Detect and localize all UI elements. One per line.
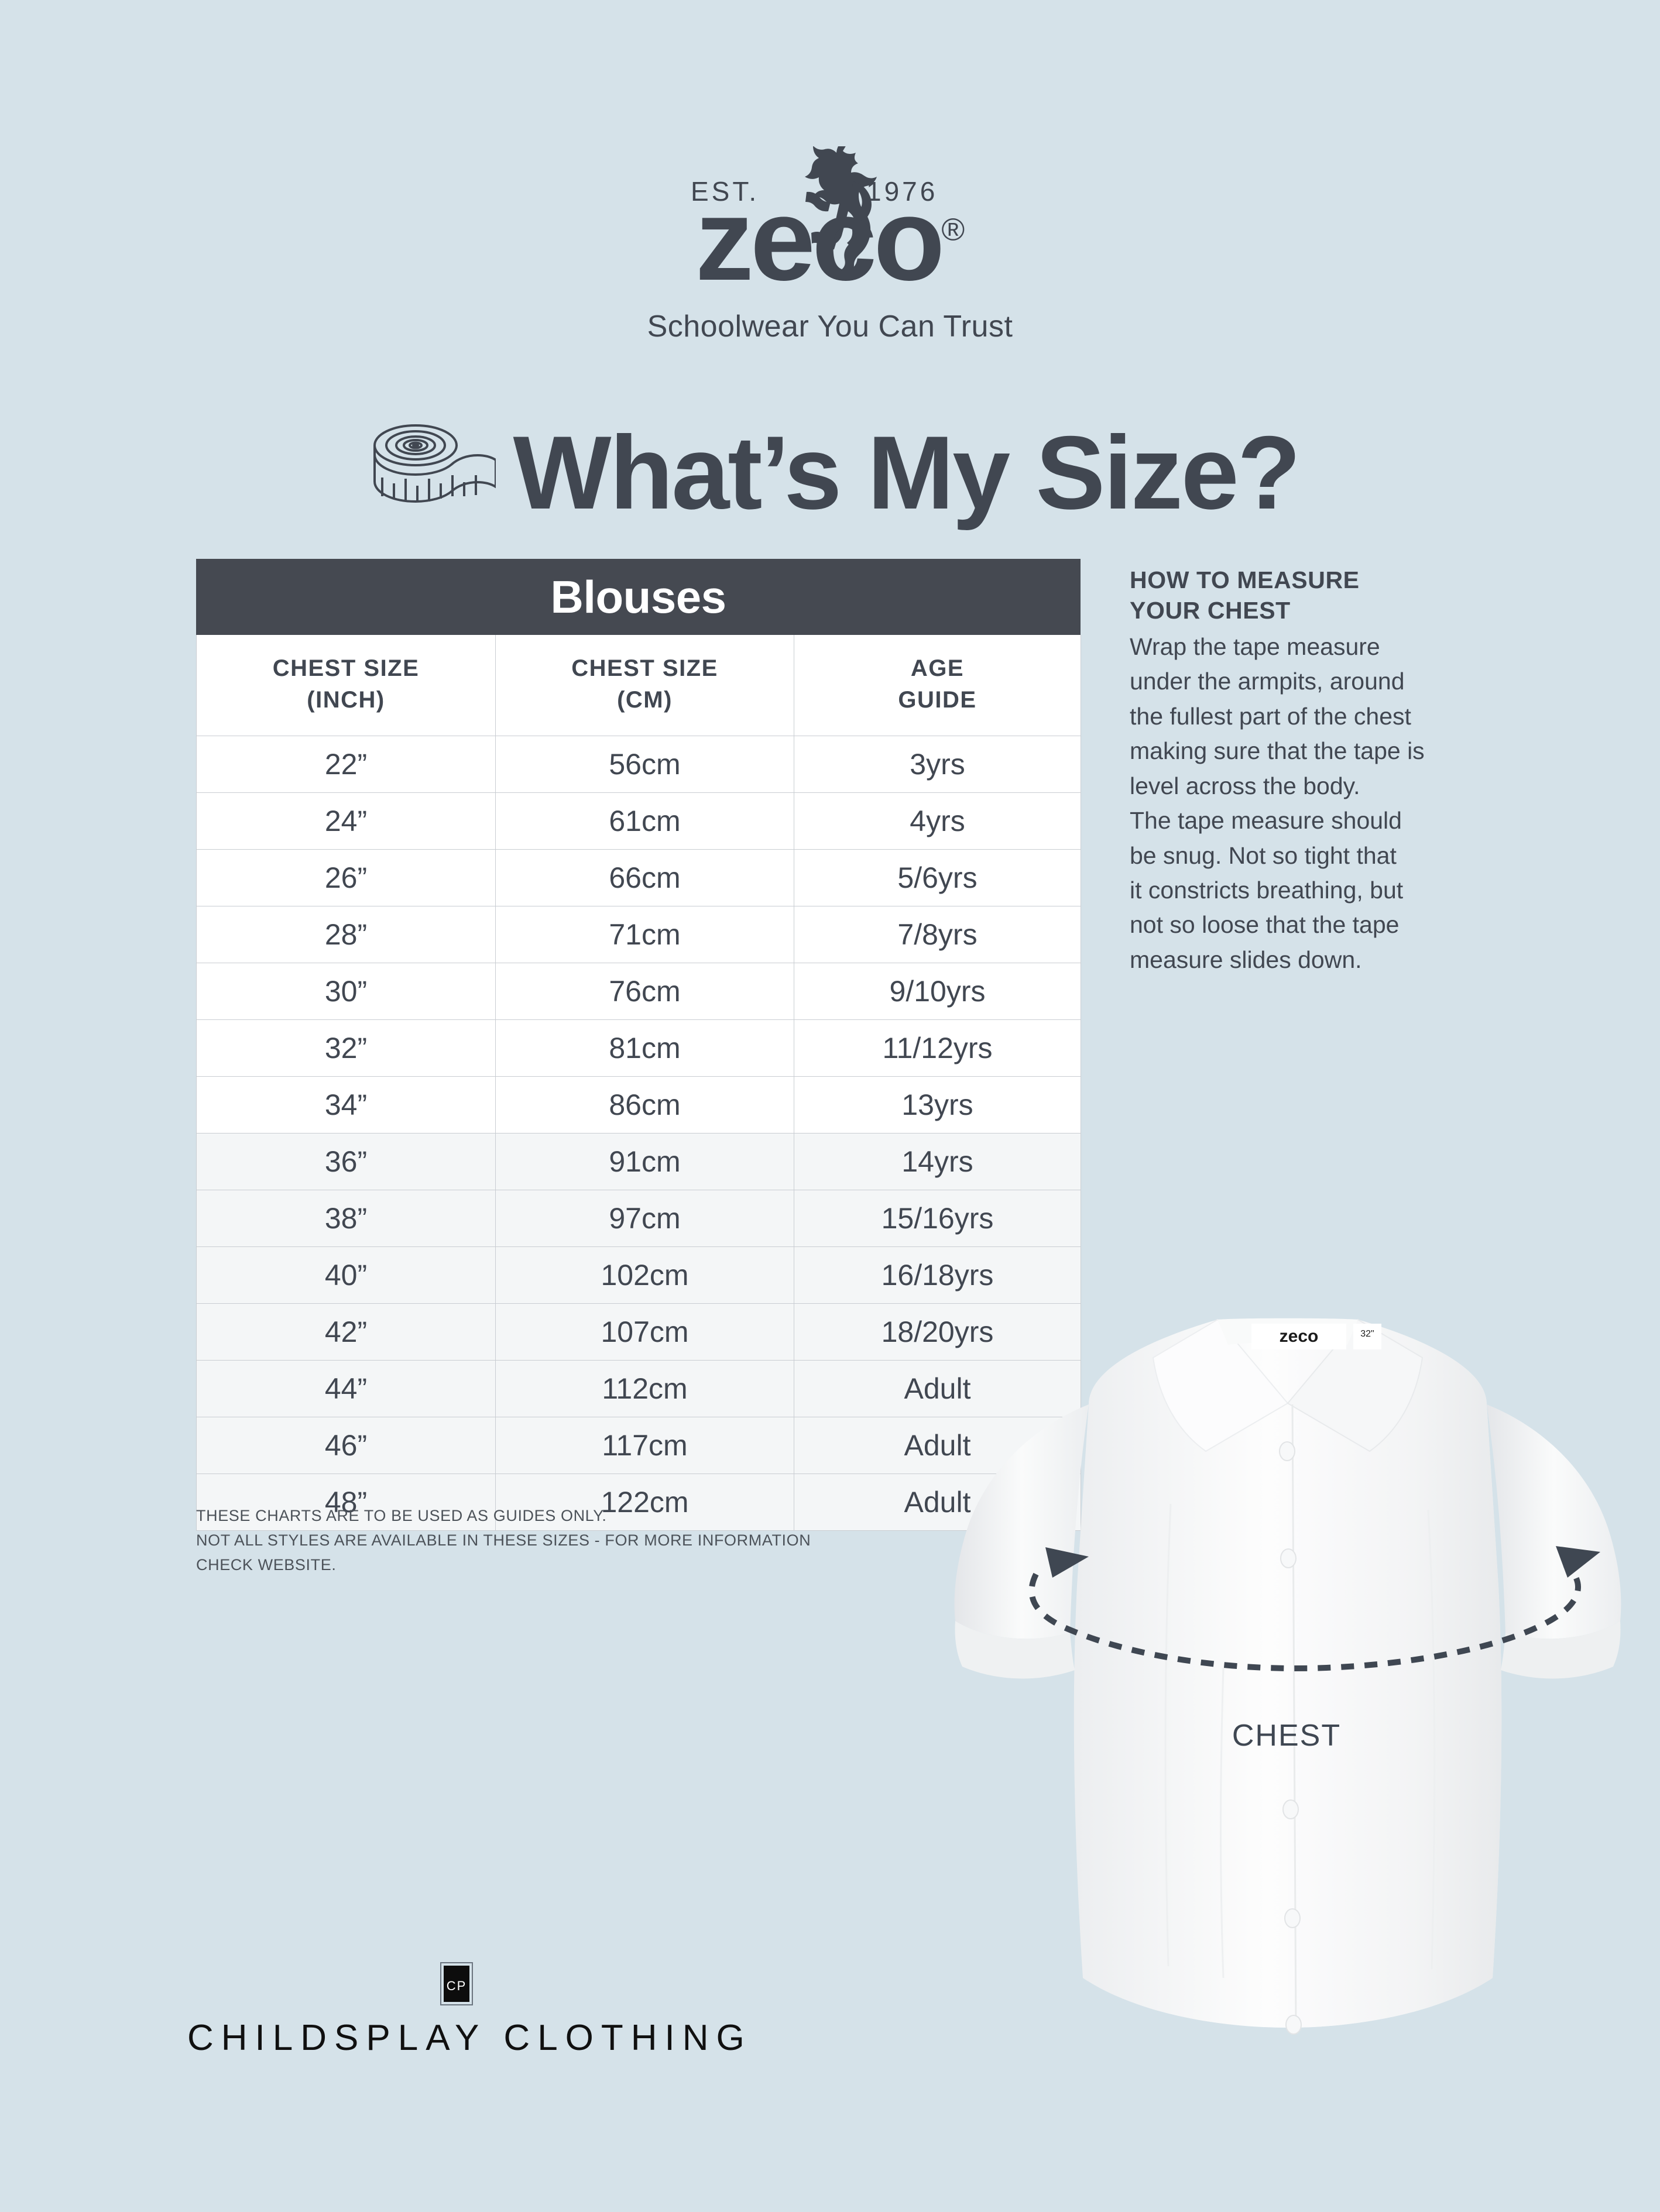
column-header-age-guide: AGE GUIDE [794,635,1081,736]
how-to-measure-heading: HOW TO MEASURE YOUR CHEST [1130,566,1360,624]
size-chart-title: Blouses [550,571,726,623]
cell-chest-cm: 81cm [495,1019,794,1077]
table-row: 22” 56cm 3yrs [196,736,1081,793]
cell-age-guide: 15/16yrs [794,1190,1081,1247]
tape-measure-icon [361,413,497,533]
table-row: 48” 122cm Adult [196,1473,1081,1531]
cell-chest-cm: 76cm [495,963,794,1020]
table-row: 42” 107cm 18/20yrs [196,1303,1081,1361]
cell-age-guide: 4yrs [794,792,1081,850]
cell-chest-cm: 86cm [495,1076,794,1134]
column-header-chest-inch: CHEST SIZE (INCH) [196,635,496,736]
table-row: 44” 112cm Adult [196,1360,1081,1417]
cell-chest-inch: 46” [196,1417,496,1474]
zeco-wordmark-text: zeco [695,174,945,305]
size-chart: Blouses CHEST SIZE (INCH) CHEST SIZE (CM… [196,559,1081,1531]
cell-chest-inch: 36” [196,1133,496,1190]
cell-chest-cm: 112cm [495,1360,794,1417]
cell-chest-inch: 48” [196,1473,496,1531]
table-row: 40” 102cm 16/18yrs [196,1246,1081,1304]
lion-rampant-icon [755,128,907,284]
cell-chest-inch: 22” [196,736,496,793]
size-chart-body: 22” 56cm 3yrs 24” 61cm 4yrs 26” 66cm 5/6yrs 28” 71… [196,736,1081,1531]
table-header-row: CHEST SIZE (INCH) CHEST SIZE (CM) AGE GU… [196,635,1081,736]
how-to-measure-panel: HOW TO MEASURE YOUR CHEST Wrap the tape … [1130,565,1481,977]
cell-age-guide: Adult [794,1360,1081,1417]
how-to-measure-body: Wrap the tape measure under the armpits,… [1130,633,1425,973]
cell-chest-inch: 44” [196,1360,496,1417]
cell-chest-inch: 38” [196,1190,496,1247]
svg-text:32": 32" [1360,1329,1374,1339]
cell-chest-cm: 71cm [495,906,794,963]
column-header-chest-cm: CHEST SIZE (CM) [495,635,794,736]
table-row: 46” 117cm Adult [196,1417,1081,1474]
cell-chest-inch: 30” [196,963,496,1020]
cell-age-guide: 3yrs [794,736,1081,793]
table-row: 34” 86cm 13yrs [196,1076,1081,1134]
cell-age-guide: 9/10yrs [794,963,1081,1020]
registered-trademark-icon: ® [941,212,965,248]
table-row: 36” 91cm 14yrs [196,1133,1081,1190]
cell-chest-inch: 42” [196,1303,496,1361]
established-year: 1976 [866,176,938,207]
brand-tagline: Schoolwear You Can Trust [647,310,1013,344]
cell-chest-cm: 122cm [495,1473,794,1531]
page-title-row: What’s My Size? [0,351,1660,595]
chest-measure-label: CHEST [1232,1719,1342,1753]
size-chart-title-bar: Blouses [196,559,1081,635]
cell-age-guide: 11/12yrs [794,1019,1081,1077]
established-row: EST. 1976 [0,70,1660,276]
table-row: 24” 61cm 4yrs [196,792,1081,850]
cell-chest-cm: 97cm [495,1190,794,1247]
brand-logo: EST. 1976 zeco® Schoolwear You Can Trust [0,70,1660,344]
cell-chest-cm: 91cm [495,1133,794,1190]
cell-chest-inch: 32” [196,1019,496,1077]
cell-chest-cm: 102cm [495,1246,794,1304]
table-row: 38” 97cm 15/16yrs [196,1190,1081,1247]
cell-age-guide: 5/6yrs [794,849,1081,906]
cell-chest-inch: 26” [196,849,496,906]
size-chart-disclaimer: THESE CHARTS ARE TO BE USED AS GUIDES ON… [196,1507,811,1574]
cell-chest-cm: 56cm [495,736,794,793]
cell-chest-inch: 24” [196,792,496,850]
cp-badge-icon: CP [441,1963,472,2004]
svg-text:zeco: zeco [1280,1327,1319,1346]
table-row: 30” 76cm 9/10yrs [196,963,1081,1020]
table-row: 32” 81cm 11/12yrs [196,1019,1081,1077]
table-row: 26” 66cm 5/6yrs [196,849,1081,906]
cell-age-guide: 7/8yrs [794,906,1081,963]
established-label: EST. [691,176,760,207]
cell-chest-inch: 40” [196,1246,496,1304]
cell-age-guide: 18/20yrs [794,1303,1081,1361]
size-chart-table: CHEST SIZE (INCH) CHEST SIZE (CM) AGE GU… [196,635,1081,1531]
cell-chest-cm: 66cm [495,849,794,906]
cell-chest-cm: 107cm [495,1303,794,1361]
cell-chest-cm: 117cm [495,1417,794,1474]
childsplay-clothing-name: CHILDSPLAY CLOTHING [187,2018,752,2058]
table-row: 28” 71cm 7/8yrs [196,906,1081,963]
cell-chest-inch: 28” [196,906,496,963]
cell-age-guide: 14yrs [794,1133,1081,1190]
childsplay-clothing-logo: CP CHILDSPLAY CLOTHING [187,1963,752,2059]
cell-age-guide: 16/18yrs [794,1246,1081,1304]
zeco-wordmark: zeco® [0,181,1660,298]
page-title: What’s My Size? [513,414,1301,531]
blouse-illustration: zeco 32" CHEST [913,1258,1660,2077]
cell-chest-cm: 61cm [495,792,794,850]
cell-chest-inch: 34” [196,1076,496,1134]
cell-age-guide: 13yrs [794,1076,1081,1134]
